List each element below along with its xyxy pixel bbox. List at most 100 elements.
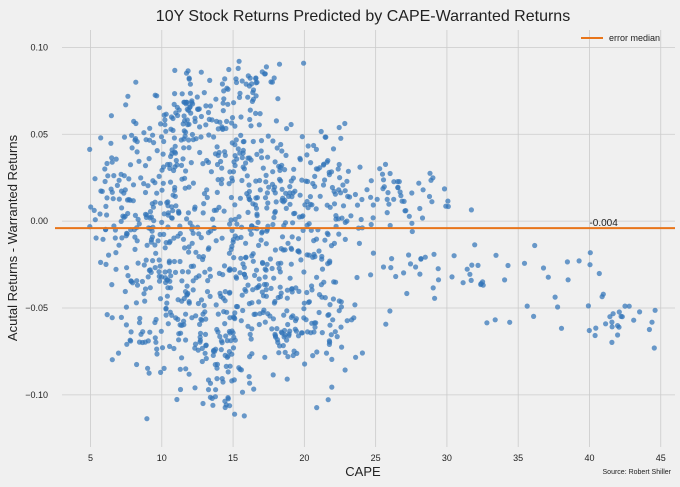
data-point [205,377,212,383]
data-point [179,91,185,97]
data-point [308,330,314,336]
data-point [109,282,115,288]
data-point [232,162,238,169]
data-point [164,300,170,306]
data-point [227,267,233,273]
data-point [265,133,271,139]
data-point [428,177,434,183]
data-point [271,275,277,281]
data-point [395,179,401,185]
data-point [171,101,177,107]
data-point [143,137,149,143]
data-point [631,317,637,323]
data-point [179,269,186,275]
data-point [156,273,162,279]
data-point [143,257,149,263]
data-point [105,173,111,179]
data-point [309,287,315,293]
data-point [254,151,260,157]
data-point [145,274,151,280]
data-point [177,386,184,393]
data-point [370,250,376,256]
data-point [287,328,293,334]
data-point [345,168,351,174]
data-point [163,306,169,312]
data-point [264,261,270,267]
data-point [492,317,498,323]
data-point [243,240,249,246]
data-point [134,238,140,244]
data-point [330,146,337,152]
data-point [219,165,225,171]
data-point [237,270,243,276]
data-point [319,330,325,336]
data-point [165,321,171,327]
data-point [162,269,168,275]
data-point [198,235,204,241]
data-point [391,179,397,185]
data-point [288,314,294,320]
data-point [272,190,278,196]
data-point [587,262,593,268]
data-point [284,308,290,314]
data-point [238,255,244,261]
data-point [232,411,238,417]
data-point [183,168,189,174]
data-point [271,300,277,306]
data-point [200,161,206,167]
data-point [222,298,228,304]
data-point [256,242,262,248]
data-point [331,279,337,285]
data-point [252,311,259,317]
data-point [219,376,225,382]
data-point [104,195,110,201]
data-point [260,293,267,299]
data-point [397,189,403,195]
data-point [190,230,196,236]
data-point [258,138,265,144]
data-point [435,266,441,272]
data-point [227,363,233,369]
data-point [265,200,271,206]
data-point [210,352,216,358]
data-point [151,140,157,146]
data-point [287,201,293,207]
data-point [245,282,251,288]
data-point [342,367,348,373]
data-point [320,182,327,188]
data-point [156,278,163,284]
data-point [472,242,478,248]
data-point [119,205,125,211]
data-point [171,345,177,352]
data-point [600,291,606,297]
data-point [430,285,436,291]
data-point [189,131,195,138]
data-point [263,179,269,185]
data-point [190,287,196,293]
data-point [352,191,358,198]
data-point [302,361,308,367]
data-point [226,66,232,73]
data-point [231,377,237,383]
data-point [248,336,254,342]
data-point [169,147,175,153]
data-point [192,115,198,121]
data-point [338,324,344,330]
data-point [195,106,201,112]
data-point [307,194,313,200]
data-point [123,304,129,310]
data-point [133,120,139,127]
data-point [206,132,212,138]
data-point [239,389,246,395]
data-point [247,116,253,123]
data-point [401,270,407,276]
data-point [188,99,195,106]
data-point [147,329,153,335]
data-point [201,90,207,96]
scatter-points [87,58,658,422]
data-point [409,190,415,196]
data-point [172,164,178,170]
data-point [322,237,328,243]
data-point [208,169,214,175]
data-point [416,180,422,186]
